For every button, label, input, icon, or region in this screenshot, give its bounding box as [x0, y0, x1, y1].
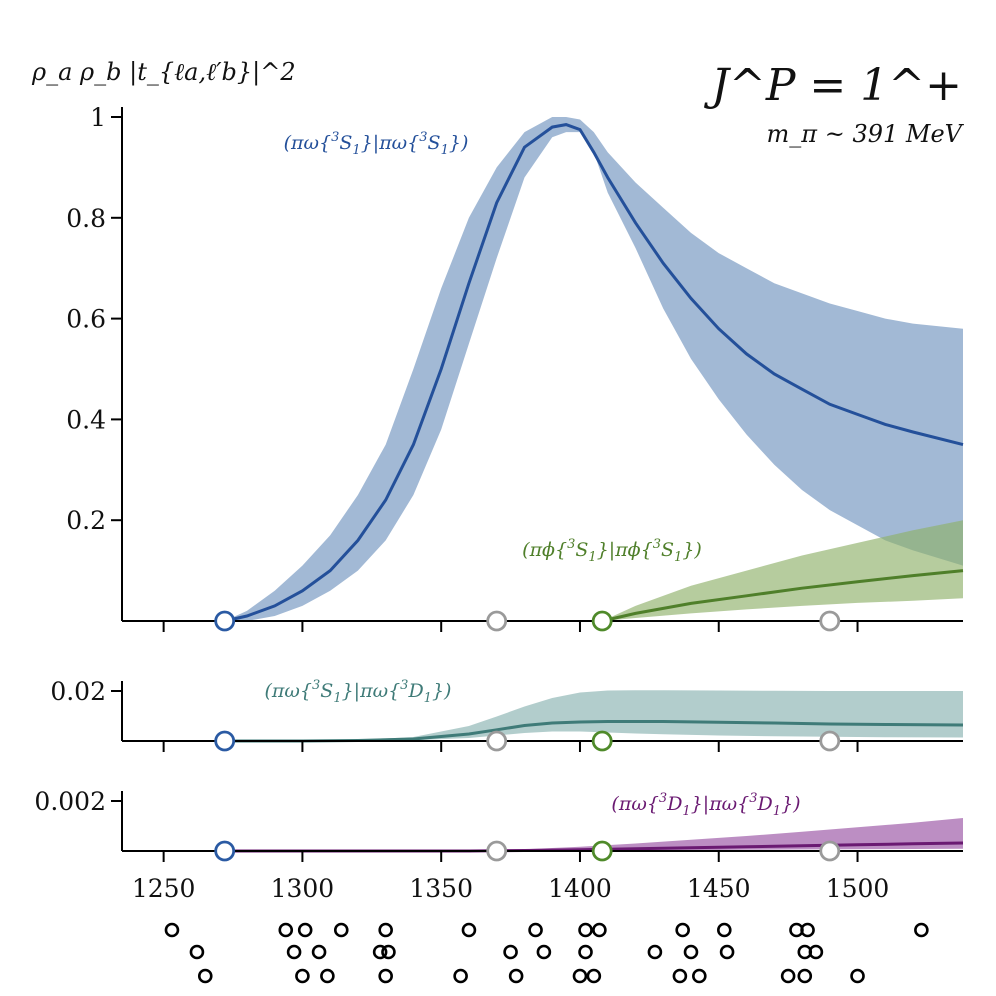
threshold-marker-p0-1 [486, 610, 508, 632]
x-tick-label-1: 1300 [271, 874, 335, 903]
spectrum-level [592, 922, 607, 938]
band-p1-s0 [224, 690, 963, 741]
axes: 0.2 0.4 0.6 0.8 1 0.02 0.002 1250 1300 1350 1400 14… [34, 103, 963, 903]
spectrum-level [672, 968, 688, 984]
x-tick-label-3: 1400 [548, 874, 612, 903]
spectrum-level [461, 922, 477, 938]
spectrum-level [578, 922, 593, 938]
x-tick-label-5: 1500 [826, 874, 890, 903]
spectrum-level [717, 922, 732, 938]
chart-title: J^P = 1^+ [703, 60, 962, 111]
y-tick-label-p2-0: 0.002 [34, 787, 106, 816]
uncertainty-bands [224, 117, 963, 851]
threshold-marker-p1-3 [819, 730, 841, 752]
y-tick-label-p0-4: 1 [90, 103, 106, 132]
threshold-marker-p2-2 [591, 840, 613, 862]
x-tick-label-0: 1250 [132, 874, 196, 903]
y-tick-label-p0-2: 0.6 [66, 305, 106, 334]
threshold-marker-p0-3 [819, 610, 841, 632]
spectrum-level [278, 922, 294, 938]
spectrum-level [586, 968, 602, 984]
y-tick-label-p1-0: 0.02 [50, 677, 106, 706]
spectrum-level [508, 968, 524, 984]
spectrum-level [372, 944, 388, 960]
spectrum-level [572, 968, 588, 984]
y-axis-title: ρ_a ρ_b |t_{ℓa,ℓ′b}|^2 [31, 58, 296, 87]
threshold-marker-p2-1 [486, 840, 508, 862]
spectrum-level [378, 922, 393, 938]
spectrum-level [197, 968, 213, 984]
curve-p1-s0 [224, 720, 964, 743]
spectrum-level [528, 922, 543, 938]
spectrum-level [295, 968, 310, 984]
spectrum-level [320, 968, 335, 984]
threshold-marker-p0-2 [591, 610, 613, 632]
curve-p0-s1 [601, 569, 964, 623]
spectrum-level [647, 944, 663, 960]
x-tick-label-2: 1350 [409, 874, 473, 903]
threshold-marker-p1-2 [591, 730, 613, 752]
band-p0-s1 [602, 520, 963, 621]
y-tick-label-p0-0: 0.2 [66, 506, 106, 535]
band-p0-s0 [224, 117, 963, 621]
spectrum-level [914, 922, 929, 938]
curve-label-p2-s0: (πω{3D1}|πω{3D1}) [611, 791, 800, 819]
spectrum-level [780, 968, 796, 984]
spectrum-level [692, 968, 707, 984]
spectrum-level [850, 968, 865, 984]
threshold-marker-p2-0 [214, 840, 236, 862]
spectrum-level [164, 922, 180, 938]
spectrum-level [378, 968, 393, 984]
threshold-marker-p2-3 [819, 840, 841, 862]
curve-label-p0-s0: (πω{3S1}|πω{3S1}) [284, 130, 469, 158]
finite-volume-spectrum [164, 922, 929, 984]
curve-p0-s0 [224, 123, 964, 623]
spectrum-level [189, 944, 205, 960]
y-tick-label-p0-1: 0.4 [66, 405, 106, 434]
spectrum-level [800, 922, 815, 938]
curve-label-p1-s0: (πω{3S1}|πω{3D1}) [265, 678, 452, 706]
spectrum-level [381, 944, 396, 960]
spectrum-level [536, 944, 552, 960]
spectrum-level [286, 944, 302, 960]
spectrum-level [297, 922, 313, 938]
x-tick-label-4: 1450 [687, 874, 751, 903]
threshold-marker-p1-1 [486, 730, 508, 752]
spectrum-level [503, 944, 518, 960]
threshold-marker-p0-0 [214, 610, 236, 632]
curve-labels: (πω{3S1}|πω{3S1}) (πϕ{3S1}|πϕ{3S1}) (πω{3S… [265, 130, 801, 819]
spectrum-level [808, 944, 824, 960]
spectrum-level [578, 944, 593, 960]
spectrum-level [797, 968, 813, 984]
spectrum-level [311, 944, 327, 960]
y-tick-label-p0-3: 0.8 [66, 204, 106, 233]
spectrum-level [719, 944, 735, 960]
threshold-marker-p1-0 [214, 730, 236, 752]
spectrum-level [453, 968, 468, 984]
chart-subtitle: m_π ~ 391 MeV [767, 120, 965, 148]
curve-label-p0-s1: (πϕ{3S1}|πϕ{3S1}) [522, 537, 702, 565]
spectrum-level [333, 922, 349, 938]
threshold-markers [214, 610, 841, 862]
spectrum-level [675, 922, 690, 938]
spectrum-level [683, 944, 699, 960]
band-p2-s0 [224, 818, 963, 851]
